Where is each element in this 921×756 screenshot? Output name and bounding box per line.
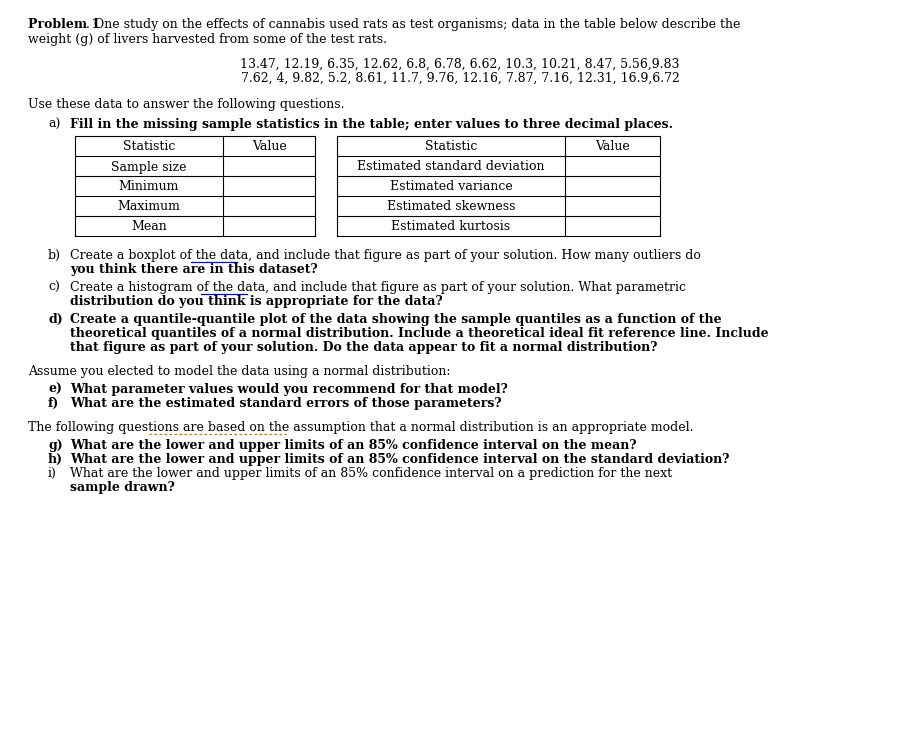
Text: distribution do you think is appropriate for the data?: distribution do you think is appropriate… [70,295,443,308]
Text: Problem 1: Problem 1 [28,18,100,31]
Text: sample drawn?: sample drawn? [70,481,175,494]
Text: that figure as part of your solution. Do the data appear to fit a normal distrib: that figure as part of your solution. Do… [70,341,658,354]
Text: i): i) [48,467,57,480]
Text: Maximum: Maximum [118,200,181,213]
Text: d): d) [48,313,63,326]
Text: The following questions are based on the assumption that a normal distribution i: The following questions are based on the… [28,421,694,434]
Text: Value: Value [595,141,630,153]
Text: Create a histogram of the data, and include that figure as part of your solution: Create a histogram of the data, and incl… [70,281,686,294]
Text: What parameter values would you recommend for that model?: What parameter values would you recommen… [70,383,507,396]
Text: Fill in the missing sample statistics in the table; enter values to three decima: Fill in the missing sample statistics in… [70,118,673,131]
Text: a): a) [48,118,61,131]
Text: e): e) [48,383,62,396]
Text: Statistic: Statistic [425,141,477,153]
Text: f): f) [48,397,59,410]
Text: What are the lower and upper limits of an 85% confidence interval on a predictio: What are the lower and upper limits of a… [70,467,672,480]
Text: . One study on the effects of cannabis used rats as test organisms; data in the : . One study on the effects of cannabis u… [86,18,740,31]
Text: What are the estimated standard errors of those parameters?: What are the estimated standard errors o… [70,397,502,410]
Text: What are the lower and upper limits of an 85% confidence interval on the mean?: What are the lower and upper limits of a… [70,439,636,452]
Text: Estimated kurtosis: Estimated kurtosis [391,221,510,234]
Text: Use these data to answer the following questions.: Use these data to answer the following q… [28,98,344,111]
Text: Estimated skewness: Estimated skewness [387,200,515,213]
Text: Estimated standard deviation: Estimated standard deviation [357,160,544,173]
Text: you think there are in this dataset?: you think there are in this dataset? [70,263,318,276]
Text: Create a boxplot of the data, and include that figure as part of your solution. : Create a boxplot of the data, and includ… [70,249,701,262]
Text: Create a quantile-quantile plot of the data showing the sample quantiles as a fu: Create a quantile-quantile plot of the d… [70,313,722,326]
Text: c): c) [48,281,60,294]
Text: weight (g) of livers harvested from some of the test rats.: weight (g) of livers harvested from some… [28,33,387,46]
Text: g): g) [48,439,63,452]
Text: Mean: Mean [131,221,167,234]
Text: 7.62, 4, 9.82, 5.2, 8.61, 11.7, 9.76, 12.16, 7.87, 7.16, 12.31, 16.9,6.72: 7.62, 4, 9.82, 5.2, 8.61, 11.7, 9.76, 12… [240,72,680,85]
Text: Sample size: Sample size [111,160,187,173]
Text: What are the lower and upper limits of an 85% confidence interval on the standar: What are the lower and upper limits of a… [70,453,729,466]
Text: theoretical quantiles of a normal distribution. Include a theoretical ideal fit : theoretical quantiles of a normal distri… [70,327,769,340]
Text: Minimum: Minimum [119,181,180,194]
Text: 13.47, 12.19, 6.35, 12.62, 6.8, 6.78, 6.62, 10.3, 10.21, 8.47, 5.56,9.83: 13.47, 12.19, 6.35, 12.62, 6.8, 6.78, 6.… [240,58,680,71]
Text: b): b) [48,249,61,262]
Text: Value: Value [251,141,286,153]
Text: Estimated variance: Estimated variance [390,181,512,194]
Text: Assume you elected to model the data using a normal distribution:: Assume you elected to model the data usi… [28,365,450,378]
Text: Statistic: Statistic [122,141,175,153]
Text: h): h) [48,453,64,466]
